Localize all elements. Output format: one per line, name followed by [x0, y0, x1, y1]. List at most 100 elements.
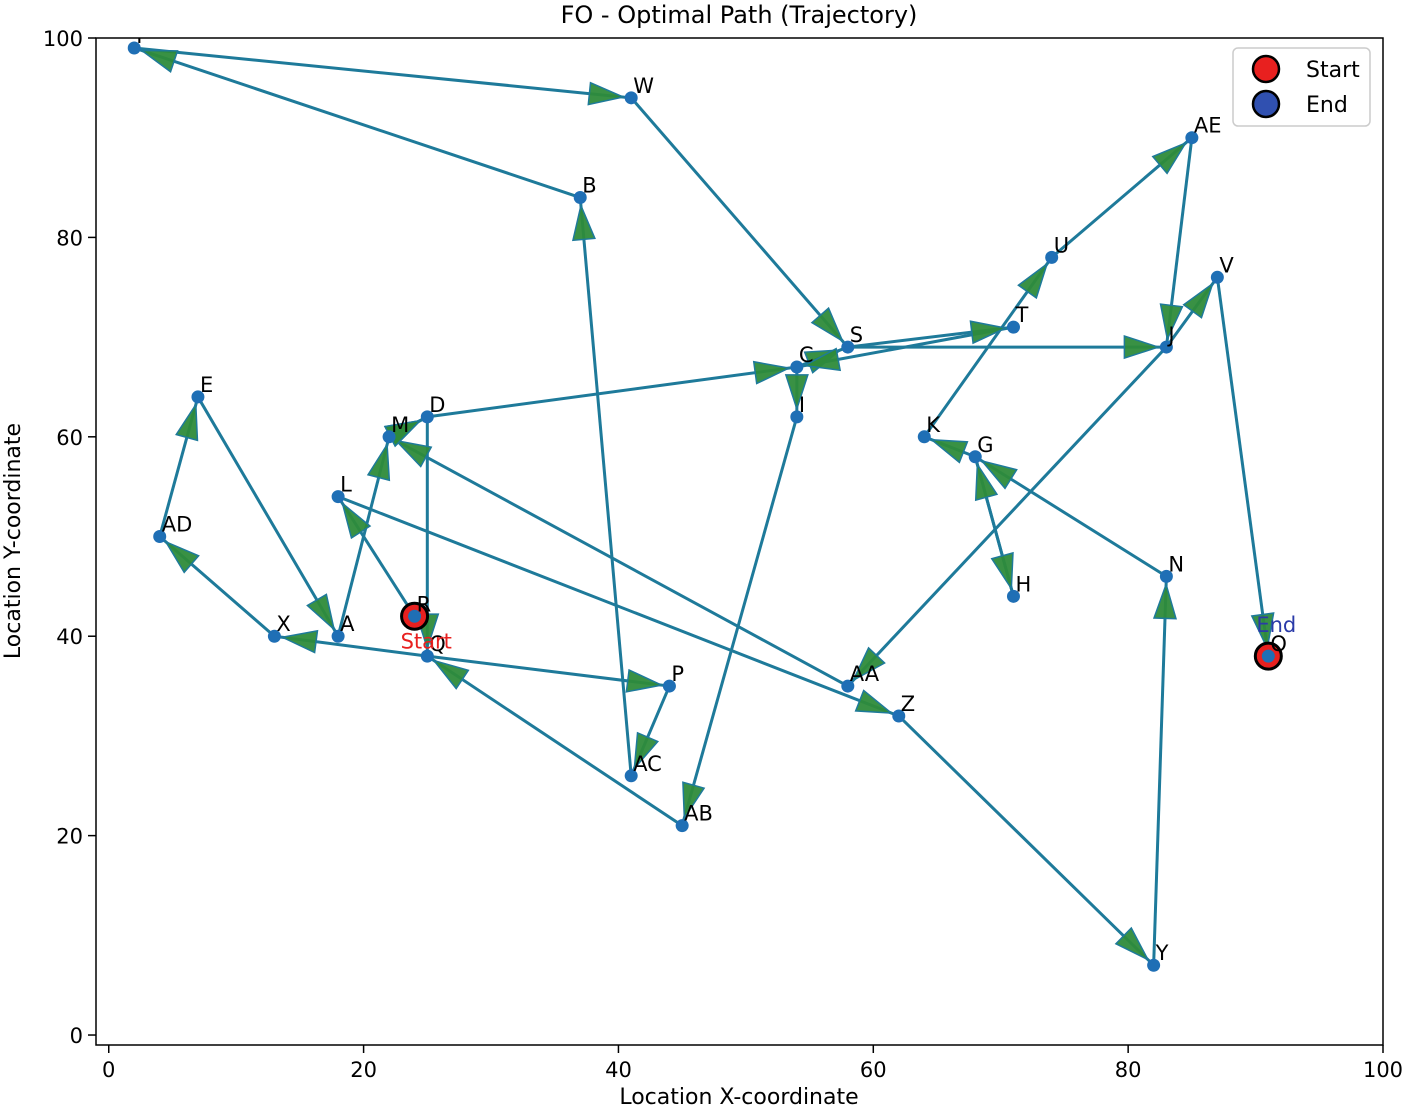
- direction-arrow: [802, 347, 842, 372]
- location-point: [1261, 649, 1275, 663]
- chart-title: FO - Optimal Path (Trajectory): [561, 1, 918, 29]
- y-tick-label: 20: [56, 825, 83, 849]
- direction-arrow: [979, 459, 1018, 490]
- path-segment: [897, 714, 1155, 967]
- direction-arrow: [1151, 141, 1188, 175]
- location-point: [267, 629, 281, 643]
- direction-arrow: [1123, 335, 1161, 360]
- location-point: [1006, 320, 1020, 334]
- legend: Start End: [1232, 47, 1371, 127]
- axes: 0 20 40 60 80 100 0 20 40 60 80 100: [43, 27, 1403, 1082]
- location-point: [1045, 250, 1059, 264]
- point-label: P: [671, 662, 684, 686]
- path-segment: [1215, 277, 1270, 657]
- x-axis-label: Location X-coordinate: [619, 1085, 858, 1110]
- location-point: [790, 410, 804, 424]
- direction-arrow: [752, 360, 792, 385]
- point-label: AC: [633, 752, 662, 776]
- end-annotation: End: [1256, 613, 1296, 637]
- direction-arrow: [175, 402, 199, 442]
- legend-end-label: End: [1306, 93, 1348, 118]
- location-point: [153, 530, 167, 544]
- direction-arrow: [341, 501, 372, 540]
- path-segment: [578, 197, 633, 776]
- legend-start-marker: [1251, 54, 1281, 84]
- point-label: M: [391, 413, 409, 437]
- location-point: [917, 430, 931, 444]
- direction-arrow: [1159, 303, 1184, 342]
- point-label: E: [200, 373, 213, 397]
- point-label: I: [799, 393, 805, 417]
- x-tick-label: 100: [1363, 1058, 1403, 1082]
- point-label: X: [276, 612, 290, 636]
- location-point: [420, 410, 434, 424]
- point-label: AE: [1194, 114, 1222, 138]
- x-tick-label: 80: [1115, 1058, 1142, 1082]
- direction-arrow: [587, 81, 626, 106]
- location-point: [331, 490, 345, 504]
- point-label: Q: [429, 632, 446, 656]
- legend-end-marker: [1251, 89, 1281, 119]
- direction-arrow: [1152, 581, 1177, 620]
- point-label: C: [799, 343, 814, 367]
- plot-frame: [95, 37, 1384, 1046]
- direction-arrow: [1114, 926, 1150, 962]
- direction-arrow: [854, 689, 894, 714]
- point-label: K: [926, 413, 941, 437]
- point-label: N: [1168, 552, 1184, 576]
- path-segment: [134, 46, 632, 100]
- x-tick-label: 0: [102, 1058, 115, 1082]
- direction-arrow: [431, 659, 470, 690]
- y-axis-label: Location Y-coordinate: [1, 423, 26, 659]
- direction-arrow: [306, 593, 336, 632]
- location-point: [841, 340, 855, 354]
- direction-arrow: [851, 646, 886, 683]
- point-label: V: [1219, 253, 1234, 277]
- y-tick-label: 80: [56, 226, 83, 250]
- path-segment: [427, 365, 798, 419]
- direction-arrow: [163, 540, 200, 574]
- y-tick-label: 60: [56, 426, 83, 450]
- location-point: [662, 679, 676, 693]
- direction-arrow: [393, 439, 433, 468]
- location-point: [675, 819, 689, 833]
- path-segment: [133, 46, 581, 199]
- path-segment: [337, 495, 900, 718]
- point-label: L: [340, 473, 352, 497]
- location-point: [1159, 340, 1173, 354]
- location-point: [841, 679, 855, 693]
- x-tick-label: 60: [860, 1058, 887, 1082]
- path-segment: [846, 346, 1168, 688]
- location-point: [127, 41, 141, 55]
- y-tick-label: 0: [70, 1024, 83, 1048]
- x-tick-label: 40: [605, 1058, 632, 1082]
- direction-arrow: [1017, 261, 1049, 300]
- location-point: [1147, 958, 1161, 972]
- location-point: [331, 629, 345, 643]
- point-label: AA: [850, 662, 880, 686]
- location-point: [420, 649, 434, 663]
- path-segment: [426, 654, 683, 827]
- location-point: [790, 360, 804, 374]
- direction-arrow: [139, 49, 179, 73]
- point-label: Y: [1155, 941, 1169, 965]
- direction-arrow: [682, 781, 706, 821]
- x-tick-label: 20: [350, 1058, 377, 1082]
- location-point: [1210, 270, 1224, 284]
- direction-arrow: [1250, 612, 1275, 651]
- point-label: S: [850, 323, 863, 347]
- direction-arrow: [625, 668, 664, 693]
- point-label: Z: [901, 692, 915, 716]
- location-point: [624, 91, 638, 105]
- point-label: AB: [684, 802, 713, 826]
- direction-arrow: [571, 203, 596, 242]
- location-point: [382, 430, 396, 444]
- point-label: R: [417, 592, 432, 616]
- location-point: [968, 450, 982, 464]
- path-segment: [1152, 576, 1168, 966]
- plot-area: ABCDEFGHIJKLMNOPQRSTUVWXYZAAABACADAEStar…: [127, 38, 1296, 972]
- direction-arrow: [784, 374, 809, 412]
- point-label: A: [340, 612, 355, 636]
- direction-arrow: [366, 442, 391, 482]
